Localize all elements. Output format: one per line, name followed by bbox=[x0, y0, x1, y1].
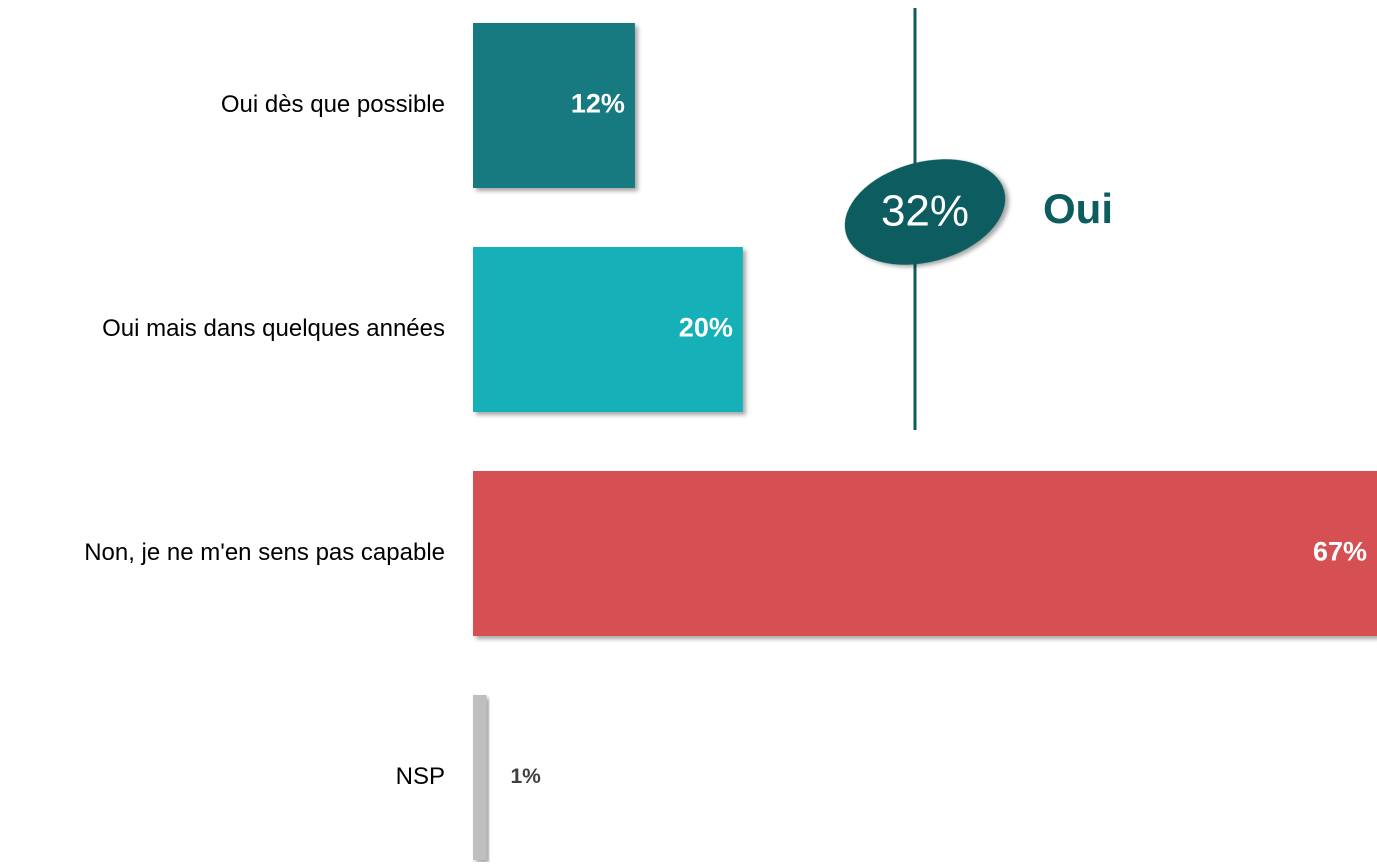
value-label: 67% bbox=[1313, 537, 1367, 567]
total-bubble bbox=[844, 159, 1006, 265]
category-label: Oui dès que possible bbox=[221, 91, 445, 118]
bar bbox=[473, 695, 487, 860]
category-label: Non, je ne m'en sens pas capable bbox=[84, 539, 445, 566]
value-label: 1% bbox=[510, 765, 541, 788]
total-label: 32% bbox=[881, 187, 969, 236]
bar bbox=[473, 247, 743, 412]
bar bbox=[473, 471, 1377, 636]
category-label: Oui mais dans quelques années bbox=[102, 315, 445, 342]
group-label: Oui bbox=[1043, 185, 1113, 232]
bar bbox=[473, 23, 635, 188]
category-label: NSP bbox=[396, 763, 445, 790]
value-label: 12% bbox=[571, 89, 625, 119]
value-label: 20% bbox=[679, 313, 733, 343]
